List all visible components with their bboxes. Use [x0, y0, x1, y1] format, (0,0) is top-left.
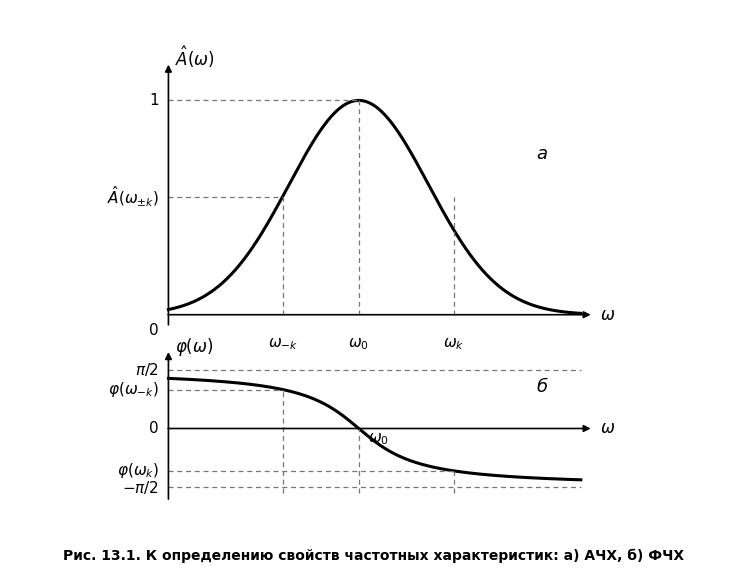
Text: $\omega_0$: $\omega_0$: [348, 336, 369, 352]
Text: Рис. 13.1. К определению свойств частотных характеристик: а) АЧХ, б) ФЧХ: Рис. 13.1. К определению свойств частотн…: [63, 548, 684, 563]
Text: $\omega_k$: $\omega_k$: [443, 336, 465, 352]
Text: $\omega$: $\omega$: [600, 419, 615, 437]
Text: а: а: [536, 145, 548, 163]
Text: $\hat{A}(\omega)$: $\hat{A}(\omega)$: [175, 45, 214, 70]
Text: $\varphi(\omega)$: $\varphi(\omega)$: [175, 336, 213, 358]
Text: $\varphi(\omega_{-k})$: $\varphi(\omega_{-k})$: [108, 380, 159, 399]
Text: $\omega_0$: $\omega_0$: [368, 432, 389, 447]
Text: $\omega$: $\omega$: [600, 306, 615, 324]
Text: $\varphi(\omega_k)$: $\varphi(\omega_k)$: [117, 462, 159, 481]
Text: $-\pi/2$: $-\pi/2$: [123, 479, 159, 496]
Text: $\hat{A}(\omega_{\pm k})$: $\hat{A}(\omega_{\pm k})$: [107, 185, 159, 209]
Text: б: б: [536, 379, 548, 396]
Text: $\pi/2$: $\pi/2$: [135, 361, 159, 379]
Text: 0: 0: [149, 421, 159, 436]
Text: 1: 1: [149, 93, 159, 108]
Text: 0: 0: [149, 323, 159, 338]
Text: $\omega_{-k}$: $\omega_{-k}$: [267, 336, 298, 352]
